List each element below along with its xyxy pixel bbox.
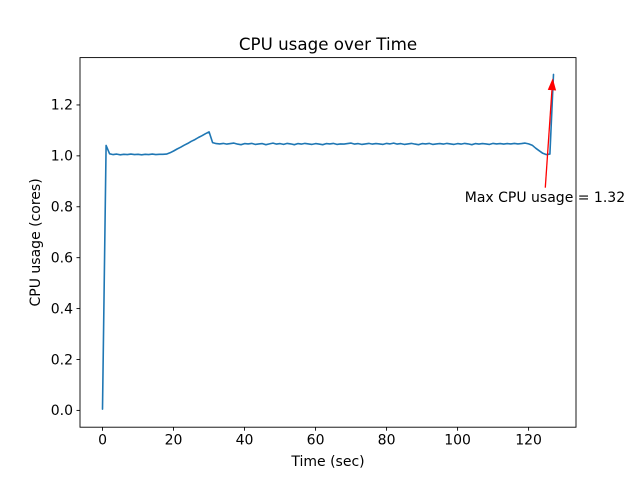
x-tick-label: 100	[444, 433, 471, 449]
x-tick-label: 20	[165, 433, 183, 449]
plot-area	[79, 57, 577, 428]
x-axis-label: Time (sec)	[290, 454, 364, 470]
max-cpu-annotation: Max CPU usage = 1.32	[465, 78, 625, 206]
x-tick-label: 0	[98, 433, 107, 449]
y-tick-label: 1.0	[51, 149, 73, 165]
x-tick-label: 80	[378, 433, 396, 449]
chart-title: CPU usage over Time	[239, 34, 417, 54]
y-tick-label: 0.0	[51, 403, 73, 419]
y-axis-ticks: 0.0 0.2 0.4 0.6 0.8 1.0 1.2	[51, 98, 80, 419]
y-tick-label: 0.6	[51, 250, 73, 266]
cpu-usage-line	[101, 73, 555, 410]
x-axis-ticks: 0 20 40 60 80 100 120	[98, 427, 542, 449]
y-tick-label: 0.2	[51, 352, 73, 368]
x-tick-label: 120	[515, 433, 542, 449]
y-tick-label: 0.8	[51, 200, 73, 216]
y-tick-label: 1.2	[51, 98, 73, 114]
x-tick-label: 60	[307, 433, 325, 449]
y-axis-label: CPU usage (cores)	[28, 178, 44, 306]
y-tick-label: 0.4	[51, 301, 73, 317]
annotation-arrow-head-icon	[547, 78, 557, 91]
annotation-text: Max CPU usage = 1.32	[465, 190, 625, 206]
x-tick-label: 40	[236, 433, 254, 449]
annotation-arrow-line	[544, 90, 553, 188]
